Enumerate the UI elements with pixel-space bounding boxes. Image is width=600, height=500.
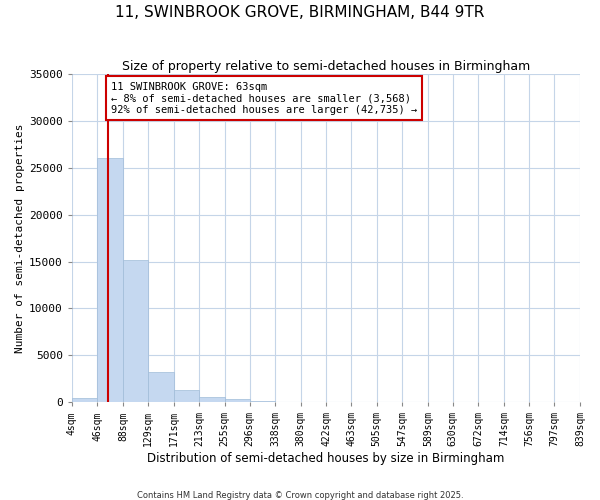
Bar (123, 260, 148, 402)
Bar (173, 390, 199, 402)
Bar (224, 400, 250, 402)
Title: Size of property relative to semi-detached houses in Birmingham: Size of property relative to semi-detach… (122, 60, 530, 73)
Text: Contains HM Land Registry data © Crown copyright and database right 2025.: Contains HM Land Registry data © Crown c… (137, 490, 463, 500)
Bar (199, 398, 224, 402)
Bar (148, 372, 173, 402)
Bar (97, 158, 123, 402)
Y-axis label: Number of semi-detached properties: Number of semi-detached properties (15, 124, 25, 353)
Text: 11, SWINBROOK GROVE, BIRMINGHAM, B44 9TR: 11, SWINBROOK GROVE, BIRMINGHAM, B44 9TR (115, 5, 485, 20)
X-axis label: Distribution of semi-detached houses by size in Birmingham: Distribution of semi-detached houses by … (147, 452, 505, 465)
Bar (72, 398, 97, 402)
Text: 11 SWINBROOK GROVE: 63sqm
← 8% of semi-detached houses are smaller (3,568)
92% o: 11 SWINBROOK GROVE: 63sqm ← 8% of semi-d… (111, 82, 417, 115)
